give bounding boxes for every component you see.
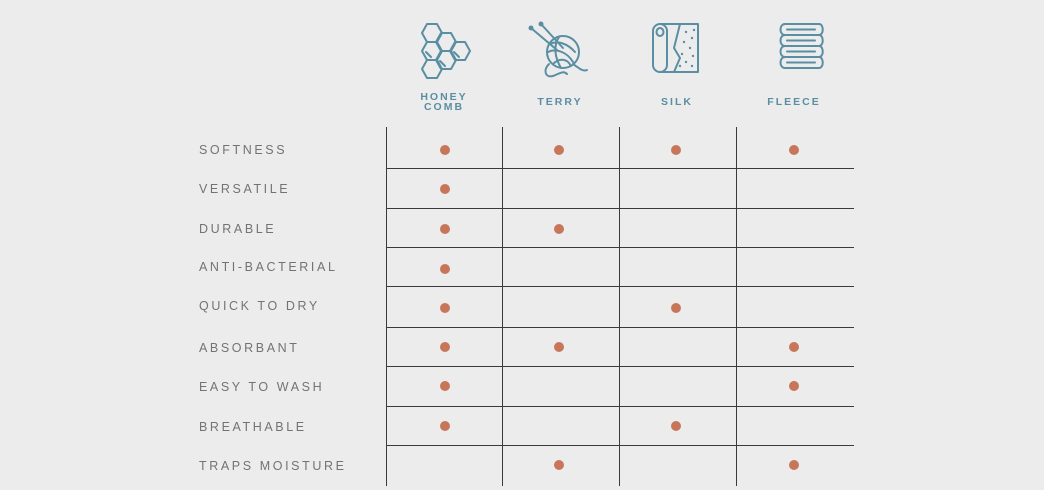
column-divider	[619, 127, 620, 486]
row-divider	[386, 286, 854, 287]
feature-dot-terry	[554, 145, 564, 155]
column-label-silk: SILK	[661, 96, 693, 108]
feature-dot-fleece	[789, 381, 799, 391]
honeycomb-icon	[421, 23, 471, 79]
row-divider	[386, 247, 854, 248]
row-divider	[386, 366, 854, 367]
row-label-easy-to-wash: EASY TO WASH	[199, 380, 325, 394]
column-label-honeycomb: HONEY COMB	[420, 91, 468, 113]
row-divider	[386, 406, 854, 407]
folded-towels-icon	[779, 23, 824, 69]
feature-dot-honeycomb	[440, 421, 450, 431]
feature-dot-fleece	[789, 460, 799, 470]
feature-dot-silk	[671, 303, 681, 313]
row-divider	[386, 208, 854, 209]
row-label-durable: DURABLE	[199, 222, 277, 236]
feature-dot-honeycomb	[440, 303, 450, 313]
column-header-honeycomb: HONEY COMB	[386, 18, 502, 112]
feature-dot-honeycomb	[440, 184, 450, 194]
row-label-breathable: BREATHABLE	[199, 420, 307, 434]
feature-dot-terry	[554, 342, 564, 352]
column-header-terry: TERRY	[502, 18, 618, 107]
feature-dot-honeycomb	[440, 342, 450, 352]
fabric-roll-icon	[652, 23, 699, 73]
feature-dot-fleece	[789, 145, 799, 155]
feature-dot-silk	[671, 421, 681, 431]
row-divider	[386, 445, 854, 446]
feature-dot-honeycomb	[440, 224, 450, 234]
row-label-traps-moisture: TRAPS MOISTURE	[199, 459, 347, 473]
feature-dot-honeycomb	[440, 145, 450, 155]
row-label-versatile: VERSATILE	[199, 182, 291, 196]
feature-dot-terry	[554, 224, 564, 234]
feature-dot-terry	[554, 460, 564, 470]
feature-dot-fleece	[789, 342, 799, 352]
feature-dot-honeycomb	[440, 381, 450, 391]
row-divider	[386, 168, 854, 169]
column-label-fleece: FLEECE	[767, 96, 821, 108]
row-divider	[386, 327, 854, 328]
column-header-silk: SILK	[619, 18, 735, 107]
column-divider	[736, 127, 737, 486]
row-label-quick-to-dry: QUICK TO DRY	[199, 299, 320, 313]
row-label-anti-bacterial: ANTI-BACTERIAL	[199, 260, 338, 274]
column-divider	[502, 127, 503, 486]
column-label-terry: TERRY	[537, 96, 583, 108]
yarn-ball-icon	[528, 21, 588, 78]
feature-dot-silk	[671, 145, 681, 155]
column-header-fleece: FLEECE	[736, 18, 852, 107]
row-label-absorbant: ABSORBANT	[199, 341, 300, 355]
column-divider	[386, 127, 387, 486]
feature-dot-honeycomb	[440, 264, 450, 274]
row-label-softness: SOFTNESS	[199, 143, 288, 157]
